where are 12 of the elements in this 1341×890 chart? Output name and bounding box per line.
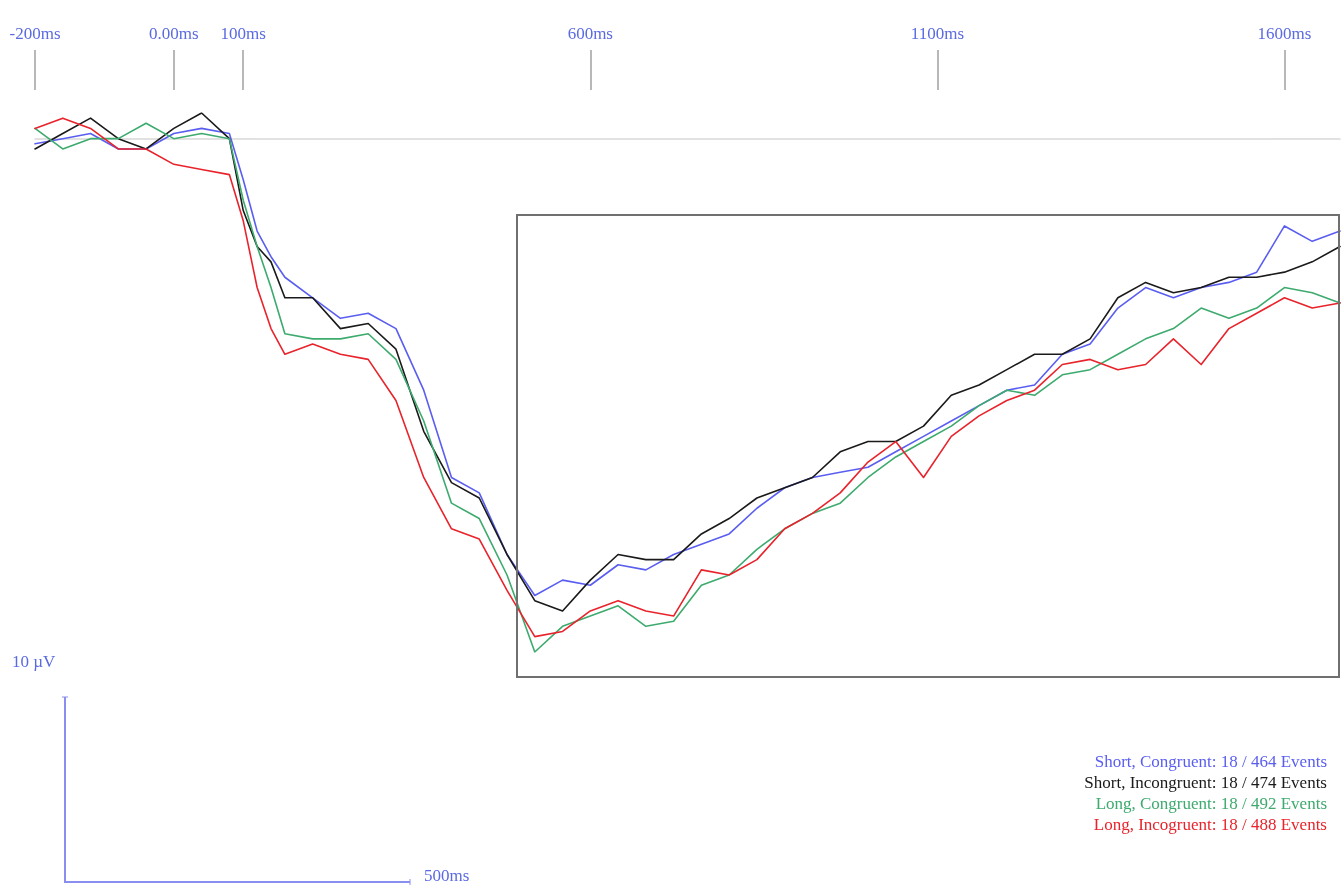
x-tick-label: 1600ms: [1257, 24, 1312, 43]
text: Long, Congruent: 18 / 492 Events: [1095, 794, 1327, 813]
text: Long, Incogruent: 18 / 488 Events: [1093, 815, 1327, 834]
text: 10 µV: [12, 652, 56, 672]
text: Short, Congruent: 18 / 464 Events: [1094, 752, 1327, 771]
text: Short, Incongruent: 18 / 474 Events: [1084, 773, 1327, 792]
x-tick-label: 100ms: [220, 24, 266, 43]
x-tick-label: 1100ms: [910, 24, 964, 43]
x-tick-label: -200ms: [9, 24, 61, 43]
text: 500ms: [424, 866, 470, 886]
x-tick-label: 600ms: [567, 24, 613, 43]
x-tick-label: 0.00ms: [149, 24, 199, 43]
